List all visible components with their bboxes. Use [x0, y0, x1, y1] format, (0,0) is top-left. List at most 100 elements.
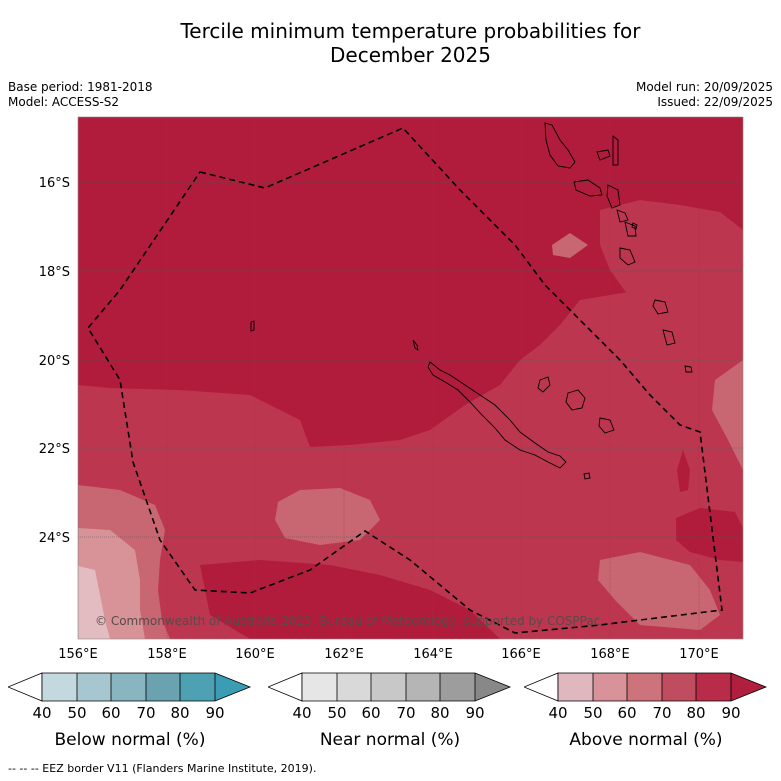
loyalty-island-3 — [598, 417, 615, 434]
near-cap-high — [475, 673, 510, 701]
near-tick-80: 80 — [430, 704, 450, 722]
above-tick-90: 90 — [721, 704, 741, 722]
loyalty-island-2 — [565, 389, 586, 411]
meta-left: Base period: 1981-2018 Model: ACCESS-S2 — [8, 80, 153, 110]
model-run: Model run: 20/09/2025 — [635, 80, 773, 94]
below-bin-60-70 — [111, 673, 146, 701]
near-tick-70: 70 — [396, 704, 416, 722]
below-bin-70-80 — [146, 673, 180, 701]
below-bin-40-50 — [42, 673, 77, 701]
near-tick-40: 40 — [292, 704, 312, 722]
vanuatu-9 — [652, 299, 669, 315]
below-label: Below normal (%) — [54, 730, 206, 750]
chart-title: Tercile minimum temperature probabilitie… — [0, 19, 781, 67]
colorbar-above: 40 50 60 70 80 90 Above normal (%) — [524, 670, 768, 760]
below-bin-80-90 — [180, 673, 215, 701]
near-bin-70-80 — [406, 673, 440, 701]
lon-label-162e: 162°E — [324, 647, 364, 660]
chesterfield — [412, 339, 419, 351]
colorbar-near: 40 50 60 70 80 90 Near normal (%) — [268, 670, 512, 760]
model-name: Model: ACCESS-S2 — [8, 95, 120, 109]
lon-label-166e: 166°E — [501, 647, 541, 660]
contour-70-80-ne — [600, 200, 743, 310]
lon-label-158e: 158°E — [147, 647, 187, 660]
lon-label-168e: 168°E — [590, 647, 630, 660]
contour-60-70-right — [598, 552, 720, 630]
contour-60-70-island — [552, 233, 588, 258]
above-bin-70-80 — [662, 673, 696, 701]
above-tick-80: 80 — [686, 704, 706, 722]
contour-40-50 — [78, 566, 110, 639]
vanuatu-7 — [624, 221, 637, 237]
vanuatu-3 — [612, 135, 619, 166]
coastlines — [250, 122, 693, 480]
below-bin-50-60 — [77, 673, 111, 701]
lat-label-24s: 24°S — [39, 531, 70, 546]
below-tick-50: 50 — [67, 704, 87, 722]
probability-map: 16°S 18°S 20°S 22°S 24°S 156°E 158°E 160… — [39, 116, 744, 660]
lat-tick-labels: 16°S 18°S 20°S 22°S 24°S — [39, 176, 70, 546]
near-tick-60: 60 — [361, 704, 381, 722]
above-bin-80-90 — [696, 673, 731, 701]
lon-label-160e: 160°E — [235, 647, 275, 660]
loyalty-island-1 — [537, 376, 551, 393]
small-island-a — [583, 472, 591, 480]
issued-date: Issued: 22/09/2025 — [657, 95, 773, 109]
lat-label-20s: 20°S — [39, 354, 70, 369]
contour-60-70-east — [712, 360, 743, 470]
below-cap-low — [8, 672, 43, 702]
above-label: Above normal (%) — [569, 730, 723, 750]
above-cap-high — [731, 673, 766, 701]
contour-70-80 — [78, 275, 743, 639]
meta-right: Model run: 20/09/2025 Issued: 22/09/2025 — [636, 80, 773, 110]
near-ticks: 40 50 60 70 80 90 — [292, 704, 484, 724]
below-tick-80: 80 — [170, 704, 190, 722]
small-island-b — [250, 320, 255, 332]
eez-footer-note: -- -- -- EEZ border V11 (Flanders Marine… — [8, 762, 317, 775]
probability-contours — [78, 117, 743, 639]
lat-label-18s: 18°S — [39, 265, 70, 280]
new-caledonia-island — [427, 361, 567, 469]
near-tick-50: 50 — [327, 704, 347, 722]
colorbar-above-bar — [524, 672, 768, 702]
near-bin-50-60 — [337, 673, 371, 701]
vanuatu-5 — [606, 184, 621, 209]
near-cap-low — [268, 672, 303, 702]
lon-label-170e: 170°E — [679, 647, 719, 660]
lon-label-164e: 164°E — [413, 647, 453, 660]
above-bin-40-50 — [558, 673, 593, 701]
colorbar-near-bar — [268, 672, 512, 702]
above-tick-50: 50 — [583, 704, 603, 722]
above-bin-50-60 — [593, 673, 627, 701]
above-ticks: 40 50 60 70 80 90 — [548, 704, 740, 724]
contour-60-70-center — [275, 488, 380, 545]
colorbar-below-bar — [8, 672, 252, 702]
below-cap-high — [215, 673, 250, 701]
vanuatu-10 — [662, 329, 676, 346]
lon-label-156e: 156°E — [58, 647, 98, 660]
near-bin-80-90 — [440, 673, 475, 701]
title-line-2: December 2025 — [330, 43, 491, 67]
copyright-notice: © Commonwealth of Australia 2025, Bureau… — [95, 614, 601, 628]
vanuatu-4 — [573, 179, 603, 197]
colorbar-below: 40 50 60 70 80 90 Below normal (%) — [8, 670, 252, 760]
above-tick-60: 60 — [617, 704, 637, 722]
title-line-1: Tercile minimum temperature probabilitie… — [180, 19, 641, 43]
near-bin-60-70 — [371, 673, 406, 701]
above-bin-60-70 — [627, 673, 662, 701]
above-tick-70: 70 — [652, 704, 672, 722]
above-cap-low — [524, 672, 559, 702]
graticule — [78, 117, 743, 639]
contour-80-90-spike — [677, 450, 690, 492]
tiny-island-c — [631, 222, 638, 230]
below-tick-40: 40 — [32, 704, 52, 722]
base-period: Base period: 1981-2018 — [8, 80, 153, 94]
vanuatu-11 — [684, 365, 693, 373]
vanuatu-6 — [616, 209, 629, 223]
contour-80-90-blob — [676, 508, 743, 562]
below-ticks: 40 50 60 70 80 90 — [32, 704, 224, 724]
lon-tick-labels: 156°E 158°E 160°E 162°E 164°E 166°E 168°… — [58, 647, 719, 660]
vanuatu-1 — [544, 122, 576, 169]
above-tick-40: 40 — [548, 704, 568, 722]
vanuatu-2 — [596, 149, 611, 161]
